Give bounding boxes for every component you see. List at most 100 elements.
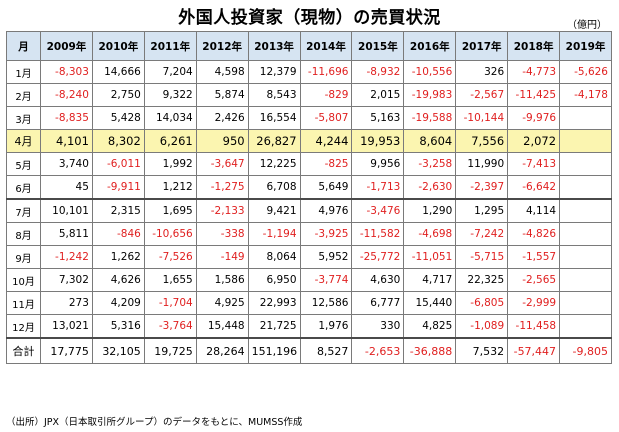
value-cell: -9,911 [91,175,145,200]
value-cell: -3,925 [299,222,353,246]
value-cell: 6,950 [247,268,301,292]
value-cell: -2,565 [507,268,561,292]
value-cell: 4,630 [351,268,405,292]
value-cell: -3,647 [195,152,249,176]
value-cell: -4,773 [507,60,561,84]
value-cell: 28,264 [195,337,249,364]
value-cell: -3,258 [403,152,457,176]
value-cell: 5,811 [40,222,93,246]
table-row: 10月 7,302 4,626 1,655 1,586 6,950 -3,774 4,630 4… [6,268,612,292]
value-cell [559,175,612,200]
value-cell: 6,708 [247,175,301,200]
value-cell: 3,740 [40,152,93,176]
value-cell: 12,225 [247,152,301,176]
value-cell: 45 [40,175,93,200]
value-cell: -2,999 [507,291,561,315]
year-header: 2015年 [351,31,405,61]
value-cell: -338 [195,222,249,246]
value-cell: 2,015 [351,83,405,107]
value-cell: 5,952 [299,245,353,269]
month-label: 7月 [6,198,41,223]
value-cell: 7,556 [455,129,509,153]
month-label: 6月 [6,175,41,200]
value-cell: -8,835 [40,106,93,130]
value-cell: -25,772 [351,245,405,269]
value-cell: 2,072 [507,129,561,153]
value-cell: -2,653 [351,337,405,364]
value-cell: 7,204 [143,60,197,84]
value-cell: 10,101 [40,198,93,223]
value-cell: -6,805 [455,291,509,315]
value-cell: -846 [91,222,145,246]
value-cell: 1,976 [299,314,353,339]
value-cell: 4,114 [507,198,561,223]
value-cell: -11,582 [351,222,405,246]
value-cell: 26,827 [247,129,301,153]
value-cell: 4,244 [299,129,353,153]
value-cell: 1,992 [143,152,197,176]
value-cell: -8,932 [351,60,405,84]
table-row: 2月 -8,240 2,750 9,322 5,874 8,543 -829 2,015 -19… [6,83,612,107]
table-row: 11月 273 4,209 -1,704 4,925 22,993 12,586 6,777 1… [6,291,612,315]
value-cell: 4,976 [299,198,353,223]
value-cell: 1,655 [143,268,197,292]
value-cell: 32,105 [91,337,145,364]
value-cell: -1,713 [351,175,405,200]
header-corner: 月 [6,31,41,61]
value-cell: 21,725 [247,314,301,339]
year-header: 2011年 [143,31,197,61]
page-title: 外国人投資家（現物）の売買状況 [178,8,441,28]
month-label: 2月 [6,83,41,107]
table-row: 6月 45 -9,911 1,212 -1,275 6,708 5,649 -1,713 -2,… [6,175,612,200]
value-cell: 22,993 [247,291,301,315]
value-cell: -10,656 [143,222,197,246]
value-cell: 4,101 [40,129,93,153]
value-cell: -5,626 [559,60,612,84]
value-cell: 9,421 [247,198,301,223]
source-note: （出所）JPX（日本取引所グループ）のデータをもとに、MUMSS作成 [6,417,303,428]
value-cell: 2,750 [91,83,145,107]
table-row: 4月 4,101 8,302 6,261 950 26,827 4,244 19,953 8,6… [6,129,612,153]
value-cell: -1,275 [195,175,249,200]
year-header: 2019年 [559,31,612,61]
value-cell: -5,807 [299,106,353,130]
value-cell: 12,379 [247,60,301,84]
value-cell: -1,242 [40,245,93,269]
value-cell: 7,532 [455,337,509,364]
value-cell: 14,034 [143,106,197,130]
value-cell: 5,163 [351,106,405,130]
value-cell: 11,990 [455,152,509,176]
value-cell: 5,428 [91,106,145,130]
value-cell [559,152,612,176]
value-cell: -6,011 [91,152,145,176]
value-cell: 9,956 [351,152,405,176]
value-cell: -9,805 [559,337,612,364]
value-cell [559,198,612,223]
year-header: 2013年 [247,31,301,61]
value-cell: 9,322 [143,83,197,107]
value-cell: -11,425 [507,83,561,107]
value-cell: -2,133 [195,198,249,223]
year-header: 2016年 [403,31,457,61]
table-body: 1月 -8,303 14,666 7,204 4,598 12,379 -11,696 -8,… [6,60,612,364]
table-row: 1月 -8,303 14,666 7,204 4,598 12,379 -11,696 -8,… [6,60,612,84]
value-cell: 4,825 [403,314,457,339]
value-cell: 151,196 [247,337,301,364]
value-cell: 7,302 [40,268,93,292]
value-cell: -2,397 [455,175,509,200]
value-cell: 4,925 [195,291,249,315]
year-header: 2012年 [195,31,249,61]
value-cell: -11,051 [403,245,457,269]
value-cell: 2,426 [195,106,249,130]
value-cell [559,314,612,339]
value-cell: 5,316 [91,314,145,339]
value-cell: 14,666 [91,60,145,84]
value-cell: -19,588 [403,106,457,130]
month-label: 4月 [6,129,41,153]
value-cell: -1,089 [455,314,509,339]
value-cell: 4,626 [91,268,145,292]
value-cell: 15,448 [195,314,249,339]
value-cell: -5,715 [455,245,509,269]
year-header: 2010年 [91,31,145,61]
value-cell: -829 [299,83,353,107]
